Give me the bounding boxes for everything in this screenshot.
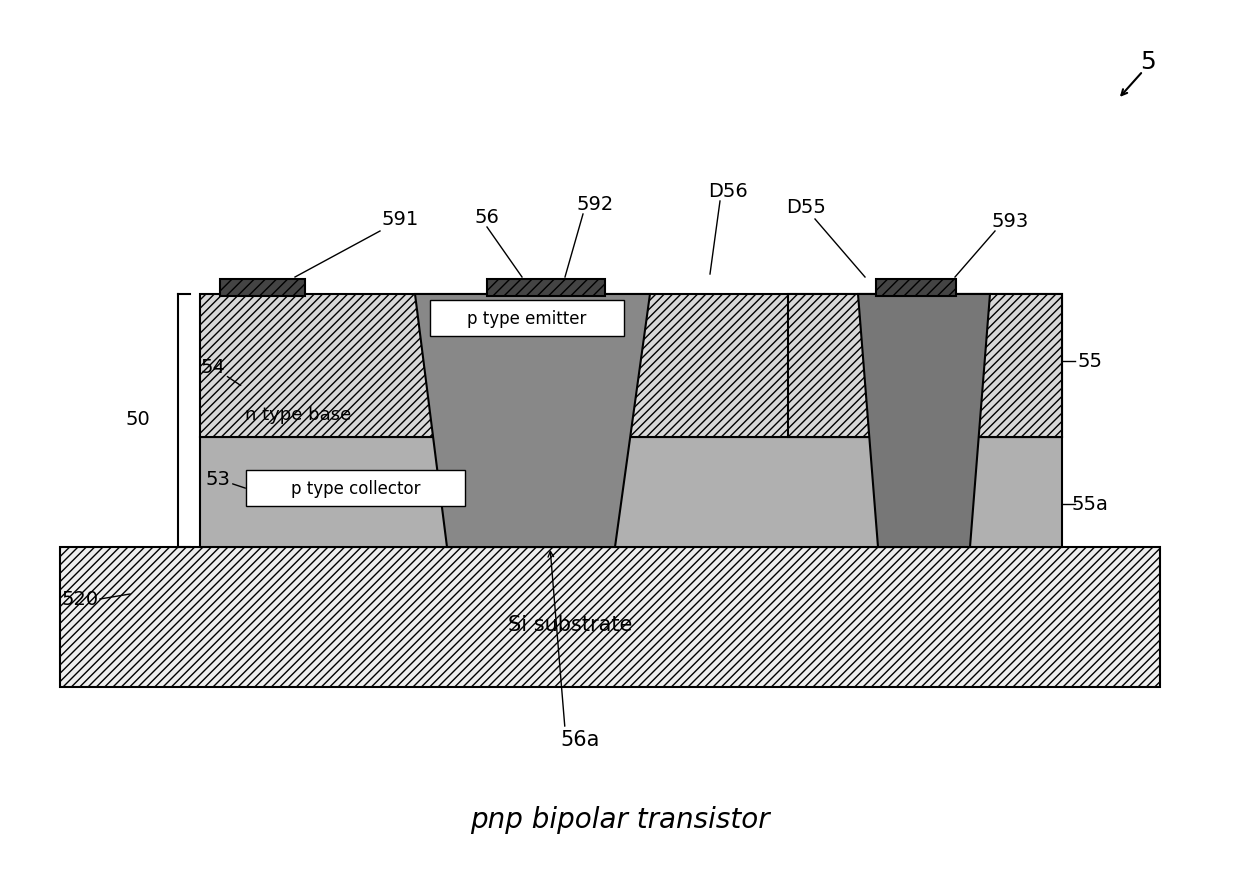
Text: D55: D55 [786,198,826,217]
Text: 591: 591 [382,210,419,229]
FancyBboxPatch shape [487,280,605,296]
Polygon shape [415,295,650,547]
Text: 50: 50 [125,410,150,429]
Text: 5: 5 [1140,50,1156,74]
FancyBboxPatch shape [200,438,1061,547]
Text: n type base: n type base [244,405,351,424]
Text: 55a: 55a [1071,495,1109,514]
Text: 55: 55 [1078,352,1102,371]
FancyBboxPatch shape [875,280,956,296]
Text: p type collector: p type collector [290,480,420,497]
Text: 520: 520 [62,590,98,609]
FancyBboxPatch shape [219,280,305,296]
Text: D56: D56 [708,182,748,201]
Text: p type emitter: p type emitter [467,310,587,328]
Text: Si substrate: Si substrate [508,614,632,634]
Text: 53: 53 [206,470,231,489]
FancyBboxPatch shape [787,295,1061,438]
FancyBboxPatch shape [200,295,1061,438]
FancyBboxPatch shape [246,470,465,506]
FancyBboxPatch shape [430,301,624,337]
Text: 56a: 56a [560,729,600,749]
Text: pnp bipolar transistor: pnp bipolar transistor [470,805,770,833]
Text: 593: 593 [991,212,1029,232]
Polygon shape [858,295,990,547]
Text: 592: 592 [577,196,614,214]
FancyBboxPatch shape [60,547,1159,688]
Text: 56: 56 [475,208,500,227]
Text: 54: 54 [201,358,226,377]
